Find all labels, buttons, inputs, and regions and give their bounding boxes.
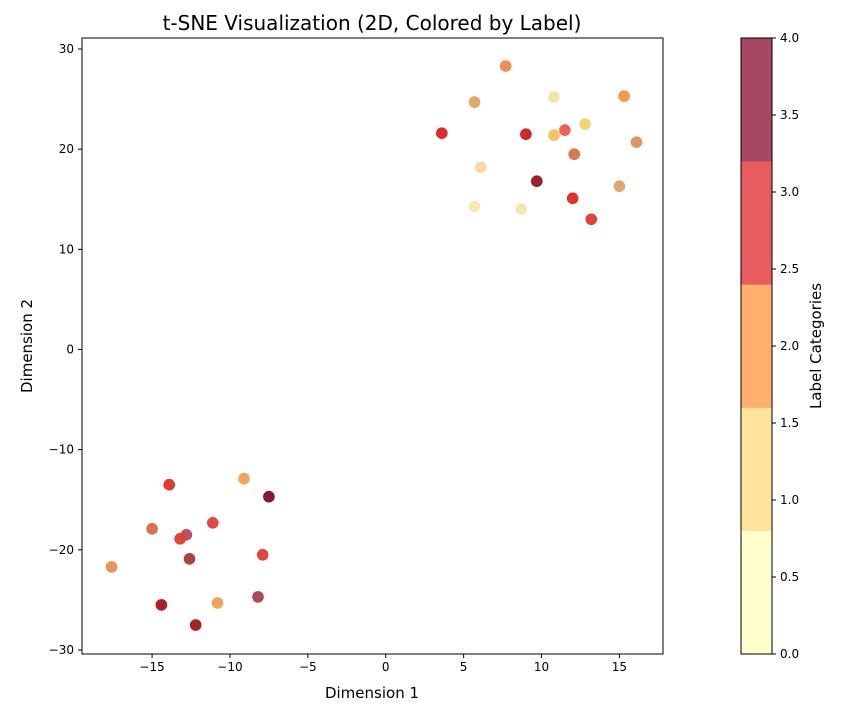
plot-frame [81,37,664,655]
data-point-7 [520,128,532,140]
x-tick-label: 15 [612,660,627,674]
data-point-17 [515,203,528,216]
data-point-32 [189,619,202,631]
data-point-2 [468,96,481,108]
colorbar-band-2 [740,407,773,532]
colorbar-tick-label: 2.5 [780,262,799,276]
colorbar-tick-label: 1.5 [780,416,799,430]
scatter-points [105,60,643,631]
x-tick-label: −15 [139,660,164,674]
colorbar-tick-label: 1.0 [780,493,799,507]
data-point-13 [530,175,543,187]
x-tick-label: 0 [382,660,390,674]
data-point-14 [613,180,626,192]
data-point-22 [146,522,158,535]
plot-background [82,38,663,654]
y-axis-label: Dimension 2 [18,299,36,393]
data-point-6 [435,127,448,139]
colorbar-band-5 [740,37,773,162]
chart-title: t-SNE Visualization (2D, Colored by Labe… [163,11,582,35]
colorbar-tick-label: 3.0 [780,185,799,199]
data-point-16 [468,200,481,213]
data-point-4 [618,90,630,102]
colorbar-tick-label: 4.0 [780,31,799,45]
colorbar-band-1 [740,530,773,655]
data-point-5 [579,118,591,130]
colorbar: 0.0 0.5 1.0 1.5 2.0 2.5 3.0 3.5 4.0 Label Catego… [740,31,825,661]
colorbar-band-3 [740,284,773,408]
data-point-27 [183,552,196,565]
y-tick-label: −10 [49,443,74,457]
x-tick-label: −10 [217,660,242,674]
x-axis-ticks: −15 −10 −5 0 5 10 15 [139,654,627,674]
colorbar-band-4 [740,160,773,285]
colorbar-bands [740,37,773,655]
y-tick-label: −30 [49,643,74,657]
data-point-31 [155,599,168,611]
data-point-18 [585,213,598,226]
data-point-29 [252,591,264,603]
data-point-30 [211,597,224,609]
data-point-28 [105,561,118,573]
x-tick-label: −5 [299,660,317,674]
colorbar-tick-label: 0.5 [780,570,799,584]
data-point-8 [548,129,560,141]
colorbar-tick-label: 2.0 [780,339,799,353]
colorbar-tick-label: 0.0 [780,647,799,661]
data-point-3 [548,91,560,103]
data-point-19 [238,472,250,485]
data-point-12 [474,161,487,173]
data-point-20 [163,478,175,491]
data-point-15 [566,192,579,205]
y-tick-label: −20 [49,543,74,557]
data-point-1 [499,60,512,72]
y-tick-label: 10 [59,242,74,256]
data-point-10 [630,136,643,148]
data-point-21 [263,490,275,503]
x-tick-label: 5 [460,660,468,674]
data-point-23 [207,516,219,529]
x-axis-label: Dimension 1 [325,684,419,702]
y-axis-ticks: −30 −20 −10 0 10 20 30 [49,42,82,657]
colorbar-tick-label: 3.5 [780,108,799,122]
x-tick-label: 10 [534,660,549,674]
y-tick-label: 30 [59,42,74,56]
data-point-25 [174,532,186,545]
data-point-26 [256,548,269,561]
colorbar-ticks: 0.0 0.5 1.0 1.5 2.0 2.5 3.0 3.5 4.0 [772,31,799,661]
data-point-9 [559,124,571,136]
y-tick-label: 20 [59,142,74,156]
plot-area [81,37,664,655]
data-point-11 [568,148,581,160]
colorbar-label: Label Categories [807,283,825,409]
y-tick-label: 0 [66,343,74,357]
